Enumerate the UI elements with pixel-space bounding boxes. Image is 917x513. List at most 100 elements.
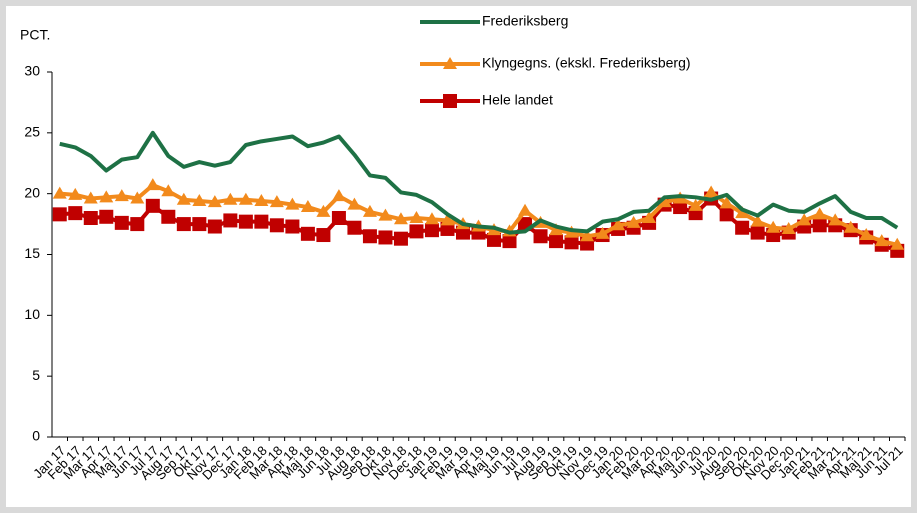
marker — [409, 224, 424, 239]
marker — [269, 218, 284, 233]
legend-label: Hele landet — [482, 92, 553, 108]
marker — [161, 209, 176, 224]
marker — [331, 189, 346, 202]
marker — [68, 187, 83, 200]
marker — [223, 213, 238, 228]
legend-label: Frederiksberg — [482, 13, 568, 29]
marker — [518, 203, 533, 216]
marker — [223, 192, 238, 205]
marker — [254, 214, 269, 229]
y-tick-label: 5 — [32, 367, 40, 383]
marker — [347, 197, 362, 210]
marker — [254, 193, 269, 206]
y-tick-label: 10 — [24, 306, 40, 322]
marker — [362, 229, 377, 244]
marker — [145, 198, 160, 213]
marker — [424, 212, 439, 225]
marker — [657, 195, 672, 208]
marker — [83, 211, 98, 225]
legend-item: Klyngegns. (ekskl. Frederiksberg) — [420, 55, 691, 71]
y-tick-label: 20 — [24, 184, 40, 200]
marker — [750, 225, 765, 240]
marker — [673, 200, 688, 215]
marker — [161, 184, 176, 197]
marker — [502, 234, 517, 249]
legend-marker — [443, 57, 457, 69]
marker — [409, 211, 424, 223]
marker — [300, 200, 315, 213]
marker — [99, 209, 114, 224]
line — [59, 130, 899, 235]
marker — [269, 195, 284, 208]
marker — [99, 190, 114, 203]
marker — [114, 215, 129, 230]
marker — [440, 221, 455, 236]
marker — [176, 192, 191, 205]
marker — [828, 213, 843, 226]
marker — [781, 221, 796, 234]
marker — [145, 178, 160, 191]
marker — [316, 228, 331, 243]
marker — [285, 219, 300, 234]
marker — [238, 214, 253, 229]
marker — [890, 237, 905, 250]
marker — [347, 220, 362, 235]
y-tick-label: 25 — [24, 124, 40, 140]
marker — [362, 204, 377, 217]
y-tick-label: 0 — [32, 428, 40, 444]
marker — [130, 191, 145, 204]
marker — [238, 192, 253, 205]
marker — [207, 219, 222, 234]
marker — [642, 211, 657, 223]
marker — [487, 232, 502, 247]
chart-area — [6, 6, 911, 507]
marker — [440, 213, 455, 226]
marker — [580, 229, 595, 242]
marker — [797, 213, 812, 226]
marker — [68, 206, 83, 221]
marker — [766, 220, 781, 233]
marker — [331, 211, 346, 225]
marker — [611, 218, 626, 231]
legend-label: Klyngegns. (ekskl. Frederiksberg) — [482, 55, 691, 71]
marker — [626, 215, 641, 228]
marker — [750, 214, 765, 227]
marker — [130, 217, 145, 232]
marker — [859, 228, 874, 241]
marker — [564, 235, 579, 250]
marker — [812, 207, 827, 220]
marker — [114, 189, 129, 202]
legend-item: Frederiksberg — [420, 13, 568, 29]
marker — [300, 226, 315, 241]
marker — [549, 234, 564, 249]
marker — [719, 207, 734, 222]
marker — [874, 234, 889, 247]
marker — [52, 186, 67, 199]
marker — [735, 220, 750, 235]
marker — [393, 212, 408, 225]
marker — [285, 197, 300, 210]
y-axis-label: PCT. — [20, 27, 50, 43]
marker — [192, 193, 207, 206]
marker — [192, 217, 207, 232]
marker — [455, 225, 470, 240]
marker — [595, 226, 610, 239]
y-tick-label: 30 — [24, 63, 40, 79]
marker — [704, 185, 719, 198]
marker — [207, 195, 222, 208]
marker — [83, 191, 98, 204]
marker — [688, 198, 703, 211]
marker — [719, 196, 734, 209]
marker — [378, 230, 393, 245]
marker — [424, 223, 439, 238]
marker — [378, 208, 393, 221]
marker — [843, 220, 858, 233]
y-tick-label: 15 — [24, 245, 40, 261]
marker — [52, 207, 67, 222]
marker — [393, 231, 408, 246]
legend-marker — [443, 94, 457, 108]
marker — [812, 218, 827, 233]
marker — [176, 217, 191, 232]
